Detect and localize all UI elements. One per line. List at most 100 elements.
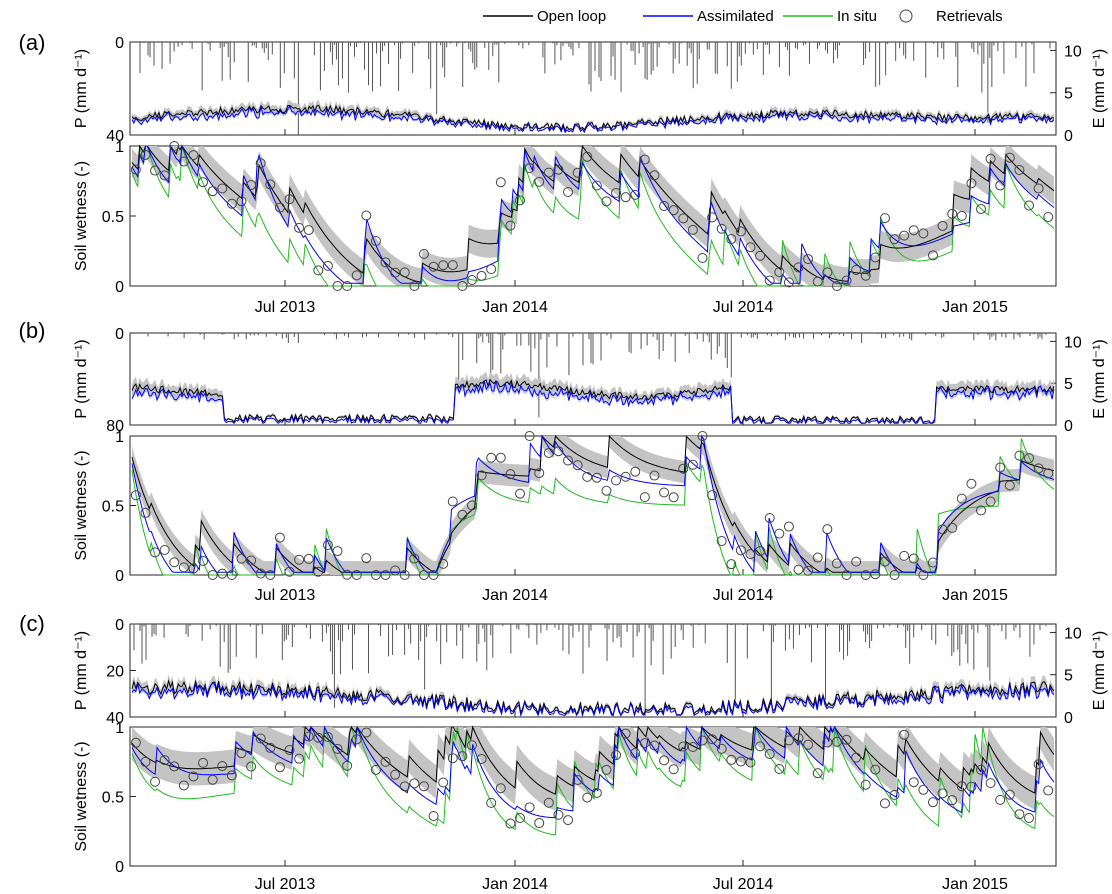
retrieval-point	[159, 170, 170, 181]
x-tick-label: Jul 2013	[255, 587, 316, 604]
retrieval-point	[438, 777, 449, 788]
retrieval-point	[543, 797, 554, 808]
retrieval-point	[563, 455, 574, 466]
evap-tick-label: 10	[1064, 43, 1082, 60]
retrieval-point	[860, 570, 871, 580]
retrieval-point	[150, 165, 161, 176]
retrieval-point	[582, 151, 593, 162]
retrieval-point	[457, 281, 468, 291]
precip-bars	[133, 624, 1047, 716]
retrieval-point	[697, 431, 708, 441]
evap-tick-label: 10	[1064, 625, 1082, 642]
retrieval-point	[428, 810, 439, 821]
retrieval-point	[563, 815, 574, 826]
retrieval-point	[764, 748, 775, 759]
retrieval-point	[755, 741, 766, 752]
retrieval-point	[649, 170, 660, 181]
retrieval-point	[150, 776, 161, 787]
retrieval-point	[466, 500, 477, 511]
precip-tick-label: 20	[106, 664, 124, 681]
retrieval-point	[995, 462, 1006, 473]
retrieval-point	[620, 728, 631, 739]
retrieval-point	[284, 744, 295, 755]
retrieval-point	[428, 261, 439, 272]
retrieval-point	[735, 756, 746, 767]
retrieval-point	[1014, 450, 1025, 461]
retrieval-point	[601, 196, 612, 207]
retrieval-point	[678, 741, 689, 752]
retrieval-point	[755, 250, 766, 261]
legend: Open loop Assimilated In situ Retrievals	[483, 8, 1003, 25]
soil-tick-label: 0	[115, 859, 124, 876]
x-tick-label: Jan 2014	[482, 876, 548, 893]
retrieval-points	[130, 141, 1054, 291]
retrieval-point	[591, 787, 602, 798]
retrieval-point	[956, 493, 967, 504]
retrieval-point	[966, 178, 977, 189]
retrieval-point	[668, 205, 679, 216]
retrieval-point	[591, 180, 602, 191]
retrieval-point	[198, 757, 209, 768]
retrieval-point	[870, 569, 881, 580]
retrieval-point	[851, 752, 862, 763]
retrieval-point	[428, 570, 439, 580]
retrieval-point	[879, 556, 890, 567]
retrieval-point	[899, 729, 910, 740]
soil-axis-label: Soil wetness (-)	[73, 161, 90, 271]
legend-item-in_situ: In situ	[783, 8, 877, 25]
retrieval-point	[870, 764, 881, 775]
evap-tick-label: 0	[1064, 128, 1073, 145]
retrieval-point	[265, 179, 276, 190]
precip-tick-label: 0	[115, 617, 124, 634]
soil-tick-label: 0.5	[102, 790, 124, 807]
x-tick-label: Jul 2013	[255, 876, 316, 893]
retrieval-point	[457, 751, 468, 762]
evap-tick-label: 5	[1064, 86, 1073, 103]
retrieval-point	[130, 737, 141, 748]
retrieval-point	[553, 809, 564, 820]
retrieval-point	[755, 546, 766, 557]
retrieval-point	[342, 760, 353, 771]
in-situ-line	[131, 145, 1055, 287]
retrieval-point	[515, 813, 526, 824]
retrieval-point	[370, 236, 381, 247]
retrieval-point	[841, 734, 852, 745]
retrieval-point	[927, 797, 938, 808]
x-tick-label: Jan 2015	[942, 587, 1008, 604]
retrieval-point	[899, 550, 910, 561]
retrieval-point	[822, 267, 833, 278]
legend-item-retrievals: Retrievals	[899, 8, 1003, 25]
retrieval-point	[822, 524, 833, 535]
retrieval-point	[130, 164, 141, 175]
retrieval-point	[226, 770, 237, 781]
retrieval-point	[851, 264, 862, 275]
retrieval-point	[678, 213, 689, 224]
retrieval-point	[178, 562, 189, 573]
retrieval-point	[572, 774, 583, 785]
retrieval-point	[188, 771, 199, 782]
retrieval-point	[1043, 468, 1054, 479]
open-loop-spread	[132, 436, 1054, 575]
open-loop-line	[131, 144, 1055, 283]
retrieval-point	[563, 186, 574, 197]
evap-tick-label: 0	[1064, 418, 1073, 435]
retrieval-point	[409, 281, 420, 291]
retrieval-point	[1033, 759, 1044, 770]
retrieval-point	[735, 545, 746, 556]
retrieval-point	[178, 780, 189, 791]
retrieval-point	[956, 781, 967, 792]
retrieval-point	[1004, 480, 1015, 491]
retrieval-point	[274, 532, 285, 543]
retrieval-point	[390, 769, 401, 780]
retrieval-point	[150, 547, 161, 558]
retrieval-point	[169, 761, 180, 772]
evap-axis-label: E (mm d⁻¹)	[1091, 631, 1108, 711]
retrieval-point	[572, 460, 583, 471]
soil-wetness-axes: 0 0.5 1 Jul 2013 Jan 2014 Jul 2014 Jan 2015 Soi…	[73, 429, 1057, 604]
retrieval-point	[207, 186, 218, 197]
retrieval-point	[812, 552, 823, 563]
retrieval-point	[236, 196, 247, 207]
retrieval-point	[255, 733, 266, 744]
retrieval-point	[322, 731, 333, 742]
retrieval-point	[620, 192, 631, 203]
